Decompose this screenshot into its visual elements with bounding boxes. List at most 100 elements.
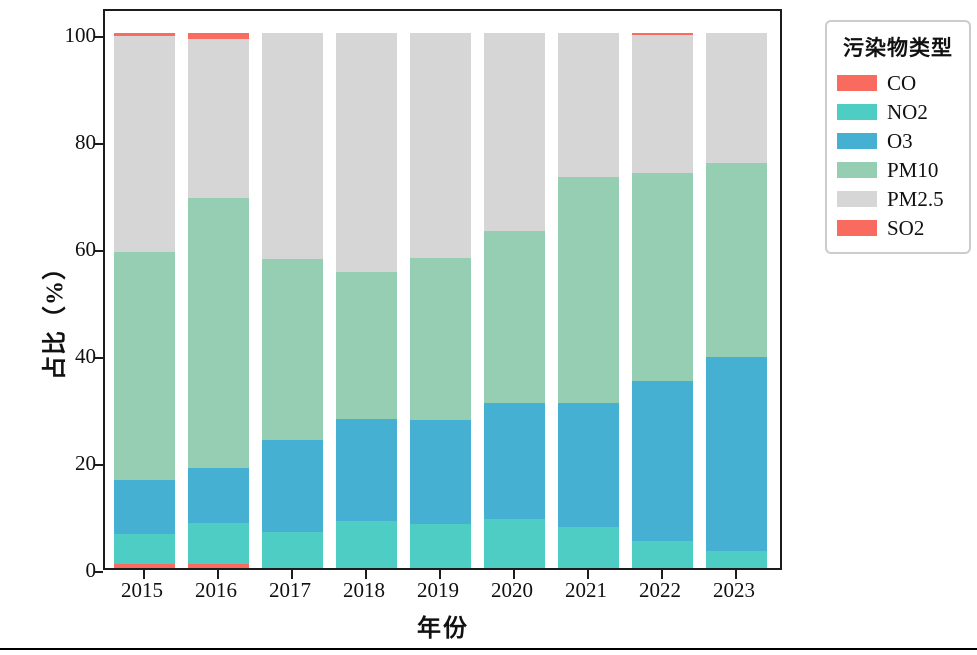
x-tick-label-2023: 2023 xyxy=(713,578,755,602)
y-tick-label: 0 xyxy=(85,558,97,582)
bar-2021 xyxy=(557,33,619,568)
legend-label: PM10 xyxy=(887,157,939,182)
bar-segment-so2-2015 xyxy=(113,33,175,36)
x-tick-label-2021: 2021 xyxy=(565,578,607,602)
x-tick-label-2015: 2015 xyxy=(121,578,163,602)
bar-segment-pm25-2016 xyxy=(187,39,249,198)
x-tick-mark xyxy=(661,570,663,579)
y-tick-label: 80 xyxy=(75,130,96,154)
bar-segment-pm25-2018 xyxy=(335,33,397,273)
legend-item-pm25: PM2.5 xyxy=(837,184,959,213)
x-tick-label-2019: 2019 xyxy=(417,578,459,602)
bar-segment-o3-2017 xyxy=(261,439,323,532)
bar-segment-no2-2017 xyxy=(261,531,323,568)
bar-segment-pm10-2017 xyxy=(261,259,323,440)
bar-segment-pm10-2018 xyxy=(335,272,397,420)
legend-item-no2: NO2 xyxy=(837,97,959,126)
x-tick-mark xyxy=(365,570,367,579)
bar-segment-o3-2018 xyxy=(335,419,397,521)
bar-segment-pm25-2022 xyxy=(631,34,693,174)
legend-label: NO2 xyxy=(887,99,928,124)
bar-2017 xyxy=(261,33,323,568)
legend-swatch-so2 xyxy=(837,219,877,236)
y-tick-mark xyxy=(94,143,103,145)
x-tick-label-2018: 2018 xyxy=(343,578,385,602)
bar-segment-pm25-2019 xyxy=(409,33,471,259)
legend-label: SO2 xyxy=(887,215,925,240)
x-tick-label-2017: 2017 xyxy=(269,578,311,602)
legend-label: PM2.5 xyxy=(887,186,944,211)
y-tick-mark xyxy=(94,36,103,38)
bar-2023 xyxy=(705,33,767,568)
bar-segment-pm10-2021 xyxy=(557,176,619,404)
bar-segment-pm10-2023 xyxy=(705,163,767,357)
x-tick-mark xyxy=(143,570,145,579)
y-axis-label: 占比（%） xyxy=(42,255,69,380)
legend-item-so2: SO2 xyxy=(837,213,959,242)
y-tick-label: 20 xyxy=(75,451,96,475)
bar-segment-co-2015 xyxy=(113,564,175,568)
bar-segment-o3-2016 xyxy=(187,467,249,523)
x-tick-mark xyxy=(587,570,589,579)
bar-segment-pm10-2016 xyxy=(187,197,249,468)
legend-item-pm10: PM10 xyxy=(837,155,959,184)
bar-segment-no2-2022 xyxy=(631,541,693,568)
bar-2020 xyxy=(483,33,545,568)
x-tick-mark xyxy=(513,570,515,579)
bar-segment-no2-2018 xyxy=(335,520,397,568)
bar-segment-pm25-2021 xyxy=(557,33,619,177)
bar-segment-pm25-2023 xyxy=(705,33,767,164)
legend-swatch-pm10 xyxy=(837,161,877,178)
bar-segment-no2-2021 xyxy=(557,527,619,568)
plot-area xyxy=(94,9,782,579)
bar-segment-co-2016 xyxy=(187,564,249,568)
legend-swatch-co xyxy=(837,74,877,91)
legend-items: CO NO2 O3 PM10 PM2.5 SO2 xyxy=(837,68,959,242)
legend-swatch-pm25 xyxy=(837,190,877,207)
bar-segment-pm25-2015 xyxy=(113,35,175,253)
legend-swatch-no2 xyxy=(837,103,877,120)
x-tick-mark xyxy=(439,570,441,579)
bar-2018 xyxy=(335,33,397,568)
bar-segment-pm25-2017 xyxy=(261,33,323,260)
bar-segment-pm10-2015 xyxy=(113,252,175,480)
legend-label: CO xyxy=(887,70,917,95)
x-axis-label: 年份 xyxy=(417,616,469,642)
bar-segment-o3-2022 xyxy=(631,380,693,542)
bar-segment-no2-2016 xyxy=(187,522,249,565)
bar-segment-o3-2020 xyxy=(483,403,545,519)
x-tick-label-2022: 2022 xyxy=(639,578,681,602)
x-tick-label-2020: 2020 xyxy=(491,578,533,602)
bar-segment-no2-2015 xyxy=(113,533,175,565)
legend-item-o3: O3 xyxy=(837,126,959,155)
bar-segment-o3-2021 xyxy=(557,403,619,528)
bar-segment-no2-2019 xyxy=(409,524,471,568)
bar-segment-o3-2019 xyxy=(409,419,471,525)
x-tick-label-2016: 2016 xyxy=(195,578,237,602)
y-tick-mark xyxy=(94,250,103,252)
bar-segment-o3-2023 xyxy=(705,356,767,551)
y-tick-label: 40 xyxy=(75,344,96,368)
x-tick-mark xyxy=(291,570,293,579)
y-tick-label: 100 xyxy=(64,23,97,47)
bar-segment-so2-2016 xyxy=(187,33,249,40)
bar-segment-pm10-2020 xyxy=(483,230,545,404)
bar-segment-pm10-2019 xyxy=(409,258,471,420)
legend-swatch-o3 xyxy=(837,132,877,149)
y-tick-mark xyxy=(94,571,103,573)
x-tick-mark xyxy=(217,570,219,579)
bar-2016 xyxy=(187,33,249,568)
bar-segment-no2-2023 xyxy=(705,550,767,568)
bar-segment-no2-2020 xyxy=(483,518,545,568)
legend-item-co: CO xyxy=(837,68,959,97)
bar-2019 xyxy=(409,33,471,568)
bar-segment-so2-2022 xyxy=(631,33,693,35)
bar-segment-pm10-2022 xyxy=(631,173,693,381)
legend-box: 污染物类型 CO NO2 O3 PM10 PM2.5 SO2 xyxy=(825,20,971,254)
legend-label: O3 xyxy=(887,128,913,153)
legend-title: 污染物类型 xyxy=(843,36,953,60)
bar-segment-o3-2015 xyxy=(113,479,175,534)
y-tick-label: 60 xyxy=(75,237,96,261)
y-tick-mark xyxy=(94,464,103,466)
